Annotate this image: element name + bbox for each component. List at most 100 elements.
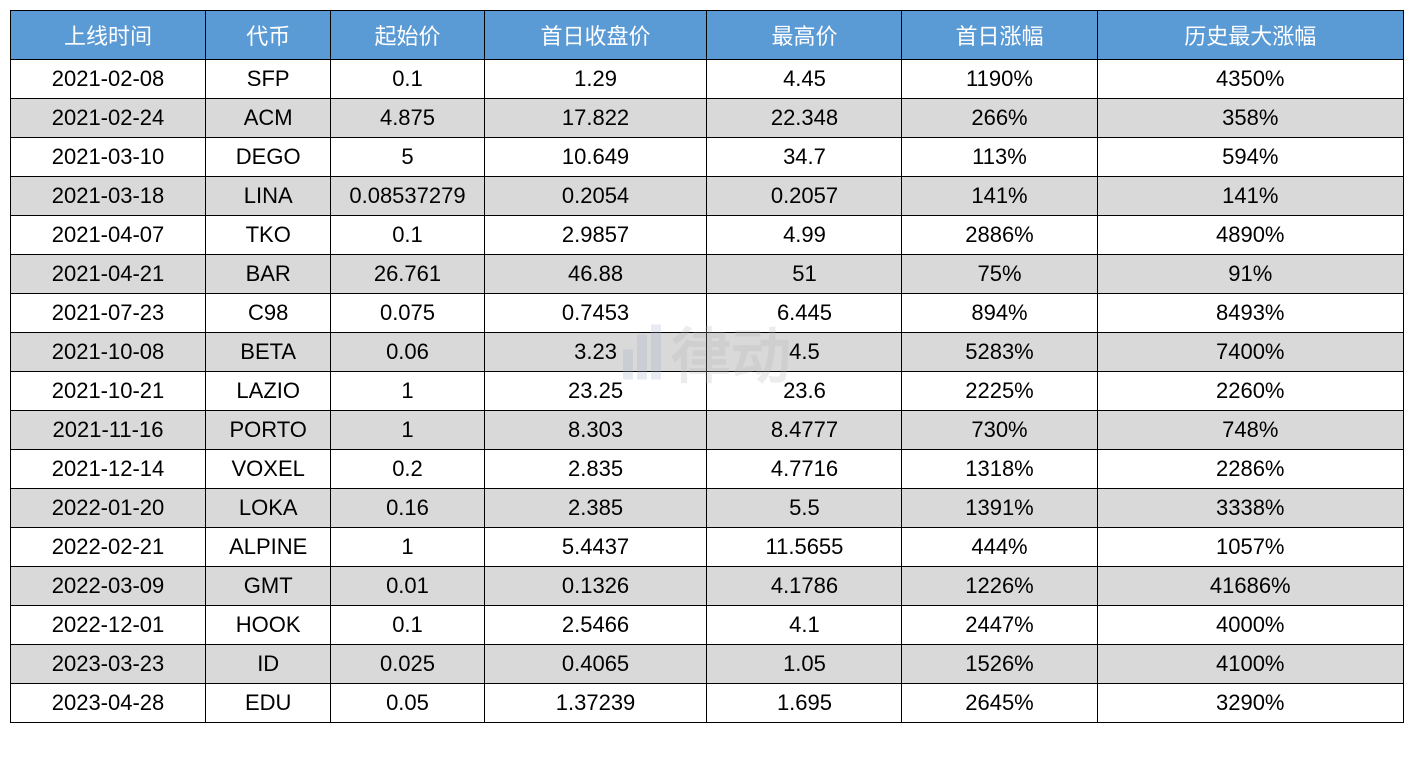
table-cell: SFP [206,60,331,99]
table-cell: ALPINE [206,528,331,567]
table-cell: 1 [331,372,484,411]
table-cell: 1.29 [484,60,707,99]
table-cell: 4.1786 [707,567,902,606]
table-cell: 0.4065 [484,645,707,684]
table-cell: 8.303 [484,411,707,450]
table-cell: 4100% [1097,645,1404,684]
table-cell: 10.649 [484,138,707,177]
table-cell: EDU [206,684,331,723]
table-cell: 5.4437 [484,528,707,567]
table-cell: 2021-03-18 [11,177,206,216]
table-row: 2022-01-20LOKA0.162.3855.51391%3338% [11,489,1404,528]
table-row: 2021-10-08BETA0.063.234.55283%7400% [11,333,1404,372]
table-cell: 3338% [1097,489,1404,528]
table-cell: 0.1326 [484,567,707,606]
table-cell: 1 [331,411,484,450]
table-cell: VOXEL [206,450,331,489]
table-cell: 17.822 [484,99,707,138]
table-cell: 2021-12-14 [11,450,206,489]
table-cell: 2021-10-08 [11,333,206,372]
table-row: 2021-03-10DEGO510.64934.7113%594% [11,138,1404,177]
table-cell: PORTO [206,411,331,450]
table-cell: BAR [206,255,331,294]
table-cell: 358% [1097,99,1404,138]
table-cell: 2021-07-23 [11,294,206,333]
table-cell: 41686% [1097,567,1404,606]
table-cell: 0.2054 [484,177,707,216]
table-cell: 4350% [1097,60,1404,99]
table-cell: 0.1 [331,606,484,645]
table-cell: 2021-10-21 [11,372,206,411]
table-cell: 0.08537279 [331,177,484,216]
table-cell: 1318% [902,450,1097,489]
table-cell: 4.45 [707,60,902,99]
table-cell: 2286% [1097,450,1404,489]
table-cell: 23.6 [707,372,902,411]
table-row: 2023-04-28EDU0.051.372391.6952645%3290% [11,684,1404,723]
table-cell: 894% [902,294,1097,333]
table-cell: TKO [206,216,331,255]
table-cell: 1.37239 [484,684,707,723]
table-row: 2021-02-24ACM4.87517.82222.348266%358% [11,99,1404,138]
table-cell: LINA [206,177,331,216]
table-cell: 1 [331,528,484,567]
table-cell: 2645% [902,684,1097,723]
table-row: 2021-10-21LAZIO123.2523.62225%2260% [11,372,1404,411]
table-body: 2021-02-08SFP0.11.294.451190%4350%2021-0… [11,60,1404,723]
table-cell: 26.761 [331,255,484,294]
table-cell: 2.385 [484,489,707,528]
table-row: 2021-11-16PORTO18.3038.4777730%748% [11,411,1404,450]
table-row: 2023-03-23ID0.0250.40651.051526%4100% [11,645,1404,684]
table-cell: 0.1 [331,216,484,255]
table-cell: 2021-04-07 [11,216,206,255]
table-cell: 4.7716 [707,450,902,489]
table-cell: 0.06 [331,333,484,372]
header-high-price: 最高价 [707,11,902,60]
table-cell: 3.23 [484,333,707,372]
header-start-price: 起始价 [331,11,484,60]
table-cell: 91% [1097,255,1404,294]
table-cell: 5.5 [707,489,902,528]
table-cell: 8493% [1097,294,1404,333]
table-cell: 46.88 [484,255,707,294]
table-cell: 266% [902,99,1097,138]
table-cell: 51 [707,255,902,294]
table-cell: 1226% [902,567,1097,606]
table-cell: 2447% [902,606,1097,645]
header-max-gain: 历史最大涨幅 [1097,11,1404,60]
table-cell: 2021-03-10 [11,138,206,177]
table-cell: 2021-02-24 [11,99,206,138]
table-row: 2021-07-23C980.0750.74536.445894%8493% [11,294,1404,333]
table-cell: 0.075 [331,294,484,333]
table-cell: 11.5655 [707,528,902,567]
table-cell: 0.2 [331,450,484,489]
table-cell: 4000% [1097,606,1404,645]
table-cell: 2022-02-21 [11,528,206,567]
table-cell: 1526% [902,645,1097,684]
table-cell: 4890% [1097,216,1404,255]
header-launch-date: 上线时间 [11,11,206,60]
table-cell: 5283% [902,333,1097,372]
table-cell: 113% [902,138,1097,177]
table-cell: 1391% [902,489,1097,528]
table-row: 2022-02-21ALPINE15.443711.5655444%1057% [11,528,1404,567]
table-cell: 2021-11-16 [11,411,206,450]
table-container: 律动 上线时间 代币 起始价 首日收盘价 最高价 首日涨幅 历史最大涨幅 202… [10,10,1404,723]
table-row: 2021-04-21BAR26.76146.885175%91% [11,255,1404,294]
table-row: 2021-03-18LINA0.085372790.20540.2057141%… [11,177,1404,216]
header-first-day-gain: 首日涨幅 [902,11,1097,60]
table-row: 2021-02-08SFP0.11.294.451190%4350% [11,60,1404,99]
table-cell: 34.7 [707,138,902,177]
table-cell: 0.1 [331,60,484,99]
table-cell: 8.4777 [707,411,902,450]
table-cell: HOOK [206,606,331,645]
table-cell: 141% [902,177,1097,216]
table-cell: 2.835 [484,450,707,489]
table-cell: 0.2057 [707,177,902,216]
table-row: 2022-12-01HOOK0.12.54664.12447%4000% [11,606,1404,645]
table-cell: DEGO [206,138,331,177]
table-cell: 0.01 [331,567,484,606]
table-cell: 4.875 [331,99,484,138]
table-cell: 1.695 [707,684,902,723]
table-cell: 3290% [1097,684,1404,723]
